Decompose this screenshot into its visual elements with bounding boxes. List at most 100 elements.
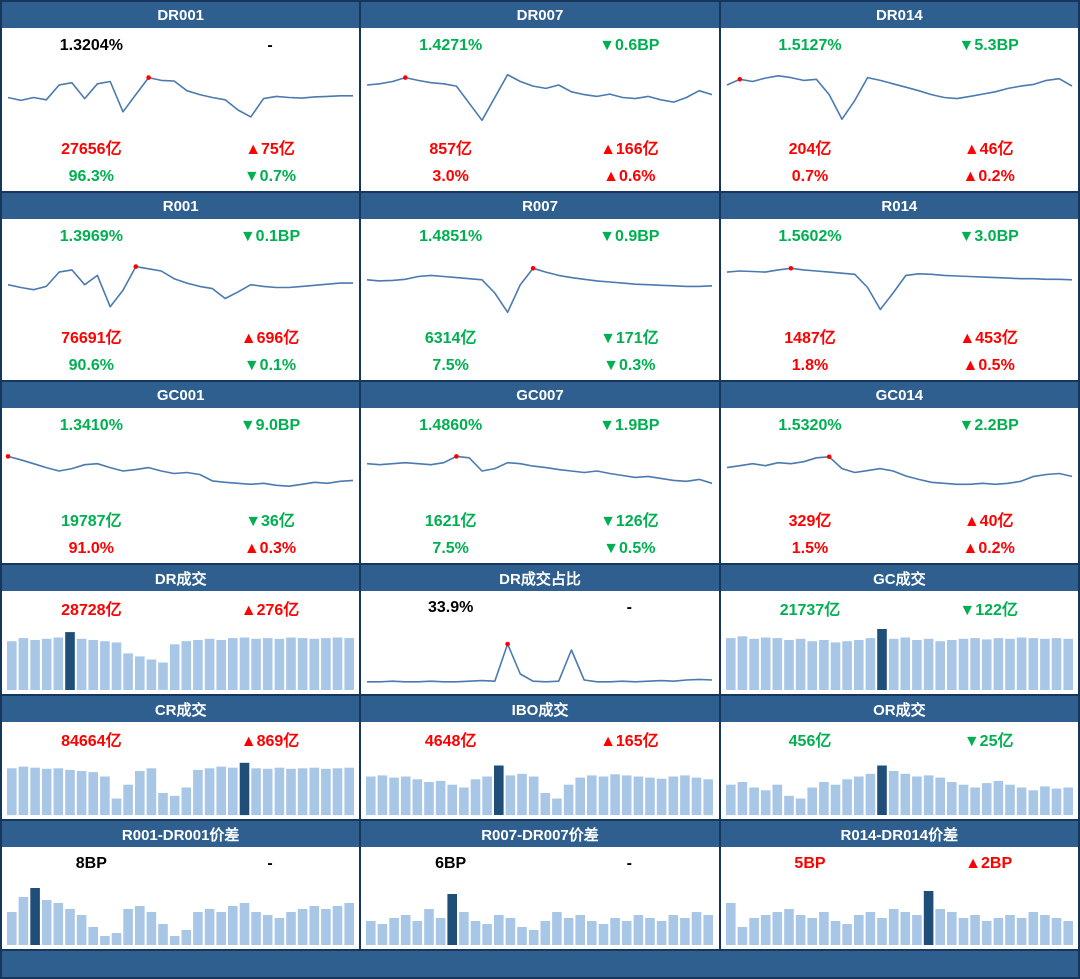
panel-title: R014 <box>881 197 918 215</box>
volume-row: 19787亿 ▼36亿 <box>2 503 359 534</box>
panel-dr-volume: DR成交 28728亿 ▲276亿 <box>2 565 360 694</box>
volume-value: 204亿 <box>788 140 832 158</box>
volume-row: 204亿 ▲46亿 <box>721 131 1078 162</box>
volume-value: 27656亿 <box>61 140 122 158</box>
volume-change: ▲40亿 <box>963 512 1014 530</box>
volume-value: 857亿 <box>429 140 473 158</box>
volume-change: ▼171亿 <box>600 329 659 347</box>
volume-row: 329亿 ▲40亿 <box>721 503 1078 534</box>
sparkline-chart <box>361 255 718 320</box>
panel-header: R001 <box>2 193 360 219</box>
primary-change: ▼0.1BP <box>239 228 301 245</box>
primary-change: - <box>626 854 632 872</box>
volume-row: 857亿 ▲166亿 <box>361 131 718 162</box>
primary-change: ▼25亿 <box>963 732 1014 750</box>
panel-header: DR007 <box>361 2 719 28</box>
primary-change: ▼5.3BP <box>958 37 1019 54</box>
panel-title: IBO成交 <box>511 701 569 719</box>
share-row: 1.5% ▲0.2% <box>721 534 1078 563</box>
volume-value: 6314亿 <box>424 329 477 347</box>
volume-row: 76691亿 ▲696亿 <box>2 320 359 351</box>
volume-change: ▼126亿 <box>600 512 659 530</box>
primary-value: 1.4860% <box>419 417 483 434</box>
panel-dr007: DR007 1.4271% ▼0.6BP 857亿 ▲166亿 3.0% ▲0.… <box>361 2 719 191</box>
primary-value: 84664亿 <box>61 732 122 750</box>
primary-row: 1.4851% ▼0.9BP <box>361 219 718 255</box>
panel-ibo-volume: IBO成交 4648亿 ▲165亿 <box>361 696 719 819</box>
primary-change: ▲2BP <box>965 854 1013 872</box>
volume-row: 1621亿 ▼126亿 <box>361 503 718 534</box>
primary-value: 5BP <box>794 854 826 872</box>
panel-title: DR014 <box>875 6 923 24</box>
panel-header: R001-DR001价差 <box>2 821 360 847</box>
sparkline-chart <box>721 444 1078 503</box>
share-change: ▲0.3% <box>243 539 297 557</box>
primary-row: 28728亿 ▲276亿 <box>2 591 359 624</box>
panel-header: IBO成交 <box>361 696 719 722</box>
sparkline-chart <box>2 624 359 694</box>
sparkline-chart <box>361 755 718 819</box>
volume-change: ▼36亿 <box>245 512 295 530</box>
primary-value: 21737亿 <box>779 601 841 619</box>
primary-value: 1.5320% <box>778 417 842 434</box>
volume-change: ▲46亿 <box>963 140 1014 158</box>
panel-r007: R007 1.4851% ▼0.9BP 6314亿 ▼171亿 7.5% ▼0.… <box>361 193 719 380</box>
panel-title: GC001 <box>156 386 205 404</box>
sparkline-chart <box>721 755 1078 819</box>
panel-r007-dr007-spread: R007-DR007价差 6BP - <box>361 821 719 949</box>
panel-header: R007 <box>361 193 719 219</box>
volume-change: ▲696亿 <box>240 329 300 347</box>
sparkline-chart <box>721 880 1078 949</box>
primary-row: 21737亿 ▼122亿 <box>721 591 1078 624</box>
primary-row: 1.5320% ▼2.2BP <box>721 408 1078 444</box>
share-value: 7.5% <box>432 356 469 374</box>
sparkline-chart <box>2 755 359 819</box>
primary-value: 456亿 <box>788 732 832 750</box>
share-value: 1.8% <box>791 356 829 374</box>
primary-change: ▲869亿 <box>240 732 300 750</box>
panel-title: R007-DR007价差 <box>481 826 599 844</box>
primary-row: 84664亿 ▲869亿 <box>2 722 359 755</box>
sparkline-chart <box>361 880 718 949</box>
panel-title: DR成交 <box>154 570 207 588</box>
sparkline-chart <box>361 624 718 694</box>
volume-change: ▲453亿 <box>959 329 1018 347</box>
share-row: 0.7% ▲0.2% <box>721 162 1078 191</box>
share-value: 0.7% <box>791 167 829 185</box>
panel-title: OR成交 <box>873 701 926 719</box>
primary-row: 8BP - <box>2 847 359 880</box>
share-value: 1.5% <box>791 539 829 557</box>
primary-row: 1.3204% - <box>2 28 359 64</box>
panel-r001: R001 1.3969% ▼0.1BP 76691亿 ▲696亿 90.6% ▼… <box>2 193 360 380</box>
panel-title: DR007 <box>516 6 564 24</box>
volume-row: 1487亿 ▲453亿 <box>721 320 1078 351</box>
panel-title: DR成交占比 <box>499 570 581 588</box>
volume-value: 1621亿 <box>424 512 477 530</box>
sparkline-chart <box>721 255 1078 320</box>
primary-row: 1.3969% ▼0.1BP <box>2 219 359 255</box>
share-row: 90.6% ▼0.1% <box>2 351 359 380</box>
share-row: 7.5% ▼0.5% <box>361 534 718 563</box>
primary-value: 1.4271% <box>419 37 483 54</box>
primary-row: 1.3410% ▼9.0BP <box>2 408 359 444</box>
panel-header: DR成交 <box>2 565 360 591</box>
footer-bar <box>2 951 1078 977</box>
panel-gc007: GC007 1.4860% ▼1.9BP 1621亿 ▼126亿 7.5% ▼0… <box>361 382 719 563</box>
sparkline-chart <box>2 880 359 949</box>
primary-row: 1.5602% ▼3.0BP <box>721 219 1078 255</box>
share-change: ▲0.2% <box>962 167 1015 185</box>
panel-header: R014-DR014价差 <box>720 821 1078 847</box>
primary-row: 33.9% - <box>361 591 718 624</box>
panel-header: GC014 <box>720 382 1078 408</box>
primary-row: 456亿 ▼25亿 <box>721 722 1078 755</box>
panel-title: GC007 <box>516 386 564 404</box>
panel-header: GC成交 <box>720 565 1078 591</box>
panel-header: OR成交 <box>720 696 1078 722</box>
panel-title: CR成交 <box>154 701 207 719</box>
panel-or-volume: OR成交 456亿 ▼25亿 <box>720 696 1078 819</box>
primary-row: 6BP - <box>361 847 718 880</box>
share-row: 3.0% ▲0.6% <box>361 162 718 191</box>
share-value: 7.5% <box>432 539 469 557</box>
panel-header: DR014 <box>720 2 1078 28</box>
panel-title: R001 <box>162 197 199 215</box>
